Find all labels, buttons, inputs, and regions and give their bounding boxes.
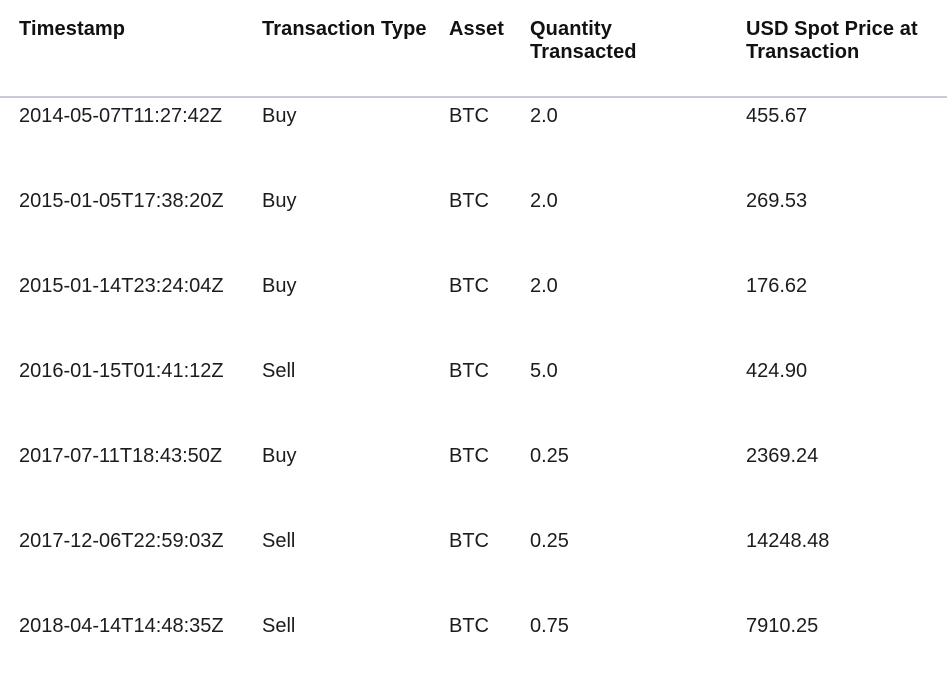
cell-quantity: 5.0 <box>530 360 558 382</box>
cell-timestamp: 2015-01-14T23:24:04Z <box>19 275 224 297</box>
table-row: 2015-01-14T23:24:04Z Buy BTC 2.0 176.62 <box>0 268 947 353</box>
table-row: 2017-12-06T22:59:03Z Sell BTC 0.25 14248.48 <box>0 523 947 608</box>
table-row: 2015-01-05T17:38:20Z Buy BTC 2.0 269.53 <box>0 183 947 268</box>
cell-transaction-type: Sell <box>262 530 296 552</box>
cell-usd-spot-price: 7910.25 <box>746 615 819 637</box>
header-asset: Asset <box>449 18 504 40</box>
table-row: 2017-07-11T18:43:50Z Buy BTC 0.25 2369.24 <box>0 438 947 523</box>
cell-asset: BTC <box>449 190 489 212</box>
table-row: 2018-04-14T14:48:35Z Sell BTC 0.75 7910.25 <box>0 608 947 693</box>
cell-asset: BTC <box>449 105 489 127</box>
cell-usd-spot-price: 269.53 <box>746 190 808 212</box>
cell-timestamp: 2016-01-15T01:41:12Z <box>19 360 224 382</box>
cell-asset: BTC <box>449 615 489 637</box>
cell-timestamp: 2017-07-11T18:43:50Z <box>19 445 223 467</box>
header-transaction-type: Transaction Type <box>262 18 427 40</box>
cell-timestamp: 2015-01-05T17:38:20Z <box>19 190 224 212</box>
cell-usd-spot-price: 424.90 <box>746 360 808 382</box>
header-timestamp: Timestamp <box>19 18 126 40</box>
table-header: Timestamp Transaction Type Asset Quantit… <box>0 0 947 98</box>
cell-timestamp: 2017-12-06T22:59:03Z <box>19 530 224 552</box>
cell-quantity: 0.25 <box>530 530 569 552</box>
cell-usd-spot-price: 2369.24 <box>746 445 819 467</box>
cell-usd-spot-price: 14248.48 <box>746 530 830 552</box>
cell-asset: BTC <box>449 530 489 552</box>
cell-asset: BTC <box>449 275 489 297</box>
cell-transaction-type: Buy <box>262 275 297 297</box>
table-row: 2014-05-07T11:27:42Z Buy BTC 2.0 455.67 <box>0 98 947 183</box>
cell-timestamp: 2018-04-14T14:48:35Z <box>19 615 224 637</box>
cell-usd-spot-price: 176.62 <box>746 275 808 297</box>
cell-quantity: 2.0 <box>530 275 558 297</box>
cell-quantity: 2.0 <box>530 190 558 212</box>
cell-transaction-type: Buy <box>262 445 297 467</box>
cell-timestamp: 2014-05-07T11:27:42Z <box>19 105 223 127</box>
cell-transaction-type: Sell <box>262 360 296 382</box>
cell-usd-spot-price: 455.67 <box>746 105 808 127</box>
cell-transaction-type: Buy <box>262 105 297 127</box>
cell-transaction-type: Buy <box>262 190 297 212</box>
cell-quantity: 0.25 <box>530 445 569 467</box>
header-usd-spot-price: USD Spot Price at Transaction <box>746 18 918 63</box>
cell-quantity: 0.75 <box>530 615 569 637</box>
cell-asset: BTC <box>449 360 489 382</box>
table-body: 2014-05-07T11:27:42Z Buy BTC 2.0 455.67 2015-… <box>0 98 947 693</box>
header-quantity-transacted: Quantity Transacted <box>530 18 637 63</box>
cell-asset: BTC <box>449 445 489 467</box>
cell-transaction-type: Sell <box>262 615 296 637</box>
table-row: 2016-01-15T01:41:12Z Sell BTC 5.0 424.90 <box>0 353 947 438</box>
cell-quantity: 2.0 <box>530 105 558 127</box>
